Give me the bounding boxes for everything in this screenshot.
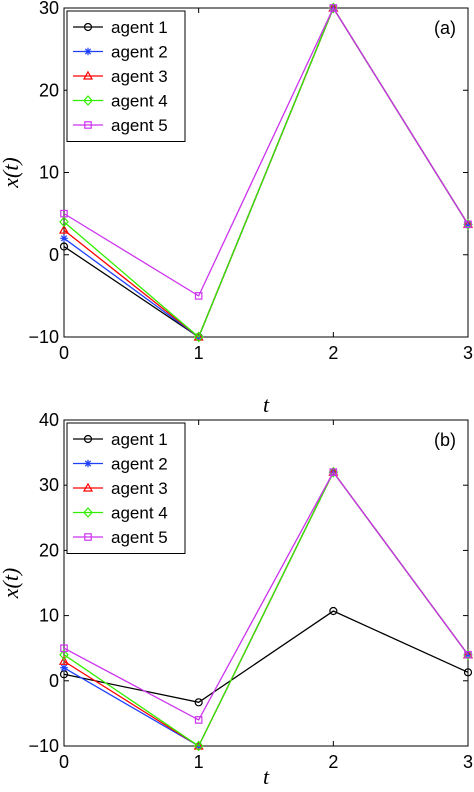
x-tick-label: 2 bbox=[328, 752, 338, 772]
y-axis-label: x(t) bbox=[0, 568, 23, 600]
legend-marker bbox=[84, 47, 92, 56]
legend-entry-label: agent 4 bbox=[111, 92, 168, 111]
legend-marker bbox=[83, 507, 93, 518]
data-point bbox=[59, 649, 69, 661]
data-point bbox=[58, 224, 70, 234]
legend-marker bbox=[84, 459, 92, 468]
data-point bbox=[59, 242, 69, 251]
data-point bbox=[60, 663, 68, 672]
data-point bbox=[194, 698, 203, 707]
panel-label: (b) bbox=[434, 430, 456, 450]
data-point bbox=[329, 606, 338, 616]
data-point bbox=[329, 4, 338, 12]
data-point bbox=[60, 644, 68, 653]
data-point bbox=[58, 655, 70, 665]
plot-area-frame bbox=[63, 419, 469, 747]
y-axis-label: x(t) bbox=[0, 157, 23, 189]
data-point bbox=[60, 234, 68, 243]
data-point bbox=[193, 740, 204, 752]
y-tick-label: 40 bbox=[39, 410, 59, 430]
legend-marker bbox=[83, 22, 93, 32]
y-tick-label: 20 bbox=[39, 540, 59, 560]
legend: agent 1 agent 2 agent 3 agent 4 agent 5 bbox=[66, 422, 186, 554]
data-point bbox=[59, 216, 69, 228]
x-tick-label: 3 bbox=[463, 752, 473, 772]
legend-entry-label: agent 1 bbox=[111, 430, 168, 449]
y-tick-label: 10 bbox=[39, 606, 59, 626]
legend-entry-label: agent 2 bbox=[111, 43, 168, 62]
x-axis-label: t bbox=[263, 764, 270, 789]
legend-entry-label: agent 2 bbox=[111, 455, 168, 474]
legend-marker bbox=[82, 482, 94, 492]
legend-entry-label: agent 1 bbox=[111, 18, 168, 37]
y-tick-label: 20 bbox=[39, 80, 59, 100]
legend-marker bbox=[84, 121, 92, 129]
y-tick-label: 30 bbox=[39, 0, 59, 18]
y-tick-label: 0 bbox=[49, 671, 59, 691]
data-point bbox=[463, 668, 473, 677]
series-5 bbox=[60, 468, 472, 724]
legend-entry-label: agent 5 bbox=[111, 116, 168, 135]
legend-marker bbox=[82, 70, 94, 80]
legend-marker bbox=[83, 95, 93, 106]
data-point bbox=[60, 209, 68, 218]
data-point bbox=[194, 292, 203, 300]
data-point bbox=[329, 468, 338, 476]
legend: agent 1 agent 2 agent 3 agent 4 agent 5 bbox=[66, 10, 186, 142]
x-tick-label: 1 bbox=[194, 752, 204, 772]
legend-marker bbox=[84, 533, 92, 541]
data-point bbox=[464, 220, 472, 229]
x-tick-label: 0 bbox=[59, 752, 69, 772]
series-5 bbox=[60, 4, 472, 300]
series-line bbox=[63, 610, 469, 704]
series-line bbox=[63, 470, 469, 721]
y-tick-label: −10 bbox=[28, 736, 59, 756]
y-tick-label: 10 bbox=[39, 163, 59, 183]
legend-entry-label: agent 3 bbox=[111, 67, 168, 86]
x-tick-label: 2 bbox=[328, 343, 338, 363]
data-point bbox=[194, 716, 203, 724]
x-axis-label: t bbox=[263, 392, 270, 417]
panel-label: (a) bbox=[434, 18, 456, 38]
legend-entry-label: agent 5 bbox=[111, 528, 168, 547]
y-tick-label: 30 bbox=[39, 475, 59, 495]
y-tick-label: −10 bbox=[28, 327, 59, 347]
y-tick-label: 0 bbox=[49, 245, 59, 265]
series-1 bbox=[59, 606, 473, 707]
data-point bbox=[193, 331, 204, 343]
legend-entry-label: agent 3 bbox=[111, 479, 168, 498]
legend-marker bbox=[83, 434, 93, 444]
data-point bbox=[464, 220, 472, 229]
data-point bbox=[464, 650, 472, 659]
x-tick-label: 0 bbox=[59, 343, 69, 363]
x-tick-label: 3 bbox=[463, 343, 473, 363]
data-point bbox=[193, 331, 204, 341]
series-line bbox=[63, 6, 469, 297]
legend-entry-label: agent 4 bbox=[111, 504, 168, 523]
x-tick-label: 1 bbox=[194, 343, 204, 363]
